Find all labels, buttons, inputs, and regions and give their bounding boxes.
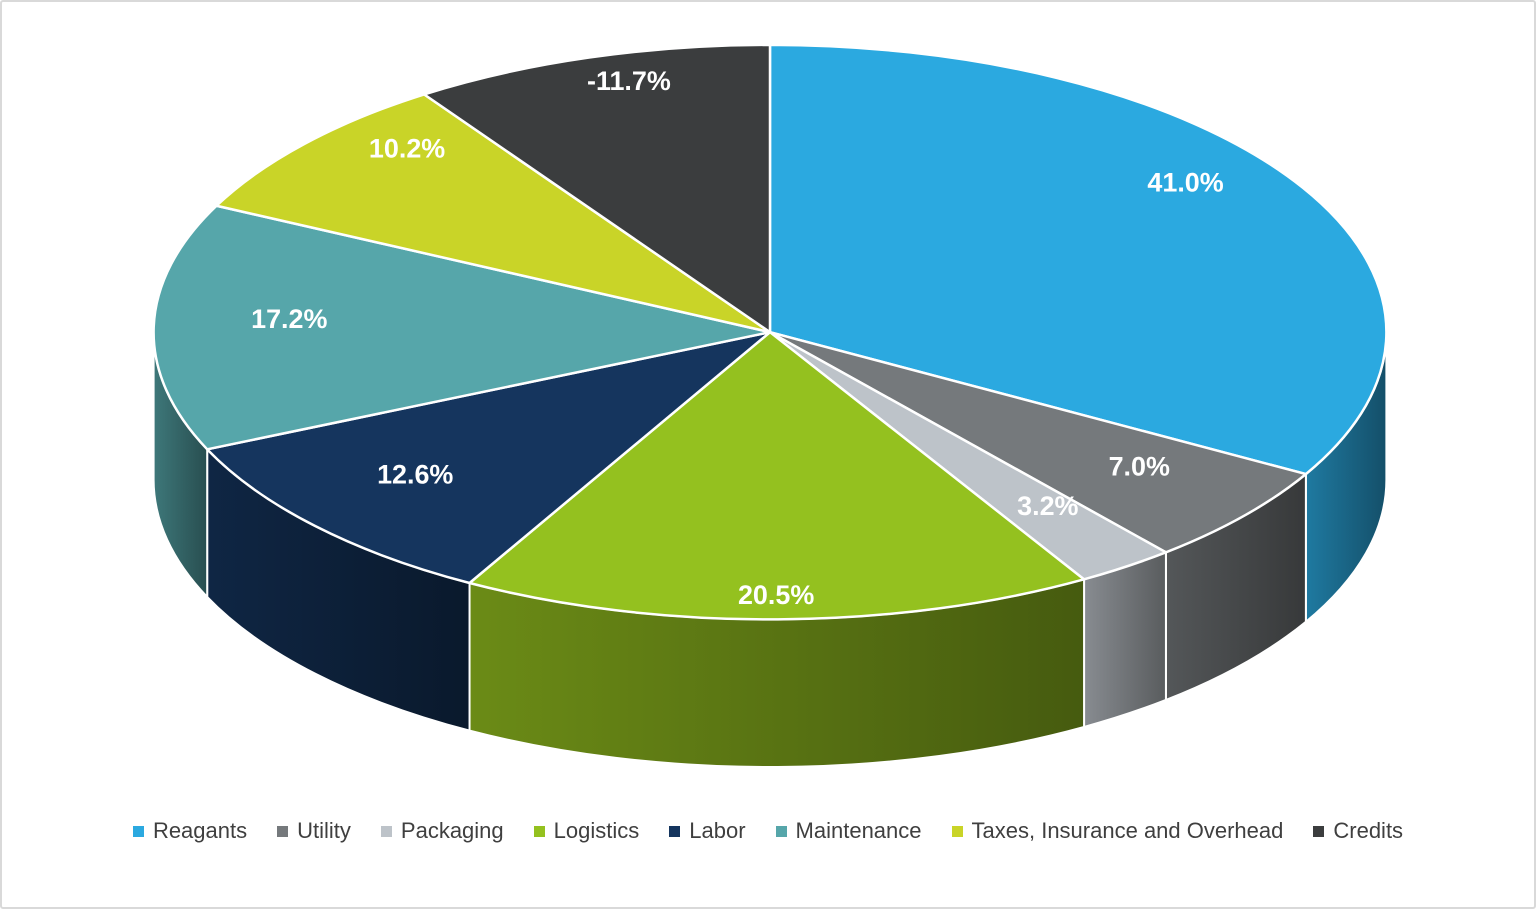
legend-item-reagants[interactable]: Reagants [132,818,248,844]
legend-label: Credits [1333,818,1404,843]
legend-item-credits[interactable]: Credits [1313,818,1403,844]
legend-item-taxes-insurance-and-overhead[interactable]: Taxes, Insurance and Overhead [951,818,1284,844]
legend-swatch-icon [775,825,787,837]
data-label-labor: 12.6% [377,459,453,489]
legend-label: Logistics [553,818,640,843]
legend-item-packaging[interactable]: Packaging [380,818,504,844]
pie-chart[interactable]: 41.0% 7.0% 3.2% 20.5% 12.6% 17.2% 10.2% -11.7% [2,2,1534,794]
data-label-reagants: 41.0% [1147,168,1223,198]
pie-slice-labor[interactable] [205,330,772,585]
pie-walls [152,331,1388,769]
pie-slice-logistics[interactable] [468,330,1086,621]
data-label-credits: -11.7% [587,66,671,96]
chart-legend: Reagants Utility Packaging Logistics Labor Ma… [2,818,1534,844]
legend-swatch-icon [1313,825,1325,837]
data-label-logistics: 20.5% [738,580,814,610]
pie-wall-packaging [1083,551,1167,728]
legend-swatch-icon [951,825,963,837]
pie-slice-utility[interactable] [768,330,1308,554]
legend-item-utility[interactable]: Utility [277,818,351,844]
data-label-utility: 7.0% [1109,452,1170,482]
data-label-maintenance: 17.2% [251,304,327,334]
legend-swatch-icon [132,825,144,837]
pie-slice-maintenance[interactable] [152,204,772,451]
legend-label: Packaging [400,818,504,843]
legend-swatch-icon [380,825,392,837]
data-label-packaging: 3.2% [1017,491,1078,521]
legend-swatch-icon [669,825,681,837]
legend-swatch-icon [533,825,545,837]
legend-swatch-icon [277,825,289,837]
pie-slice-taxes-insurance-and-overhead[interactable] [215,93,772,334]
legend-item-labor[interactable]: Labor [669,818,746,844]
pie-slices [152,43,1388,621]
pie-data-labels: 41.0% 7.0% 3.2% 20.5% 12.6% 17.2% 10.2% -11.7% [251,66,1224,610]
legend-item-logistics[interactable]: Logistics [533,818,640,844]
data-label-taxes-insurance-and-overhead: 10.2% [369,133,445,163]
legend-label: Labor [689,818,746,843]
pie-slice-credits[interactable] [422,43,772,334]
legend-label: Reagants [152,818,248,843]
legend-label: Maintenance [795,818,922,843]
legend-label: Utility [297,818,351,843]
pie-slice-reagants[interactable] [768,43,1388,476]
legend-item-maintenance[interactable]: Maintenance [775,818,922,844]
legend-label: Taxes, Insurance and Overhead [971,818,1284,843]
